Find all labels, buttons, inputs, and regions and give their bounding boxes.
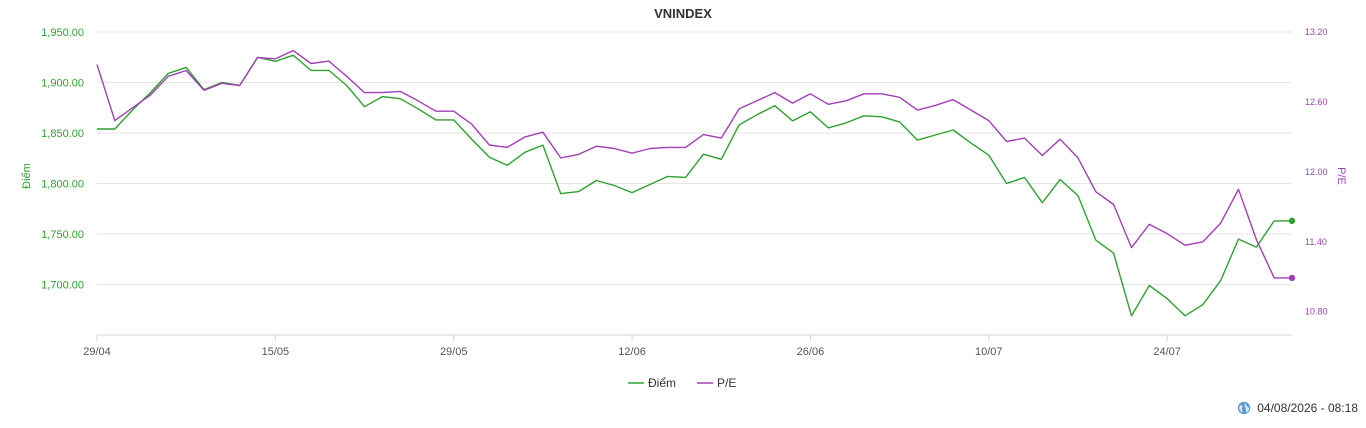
x-tick-label: 29/04 — [83, 346, 111, 358]
x-tick-label: 10/07 — [975, 346, 1003, 358]
series-endpoint-pe[interactable] — [1288, 274, 1296, 282]
y-right-tick-label: 13.20 — [1305, 27, 1328, 37]
series-lines — [96, 49, 1296, 317]
chart-title: VNINDEX — [654, 6, 712, 21]
x-tick-label: 29/05 — [440, 346, 468, 358]
globe-icon — [1238, 401, 1251, 415]
y-right-tick-label: 11.40 — [1305, 237, 1327, 247]
y-right-tick-label: 12.00 — [1305, 167, 1328, 177]
x-tick-label: 12/06 — [618, 346, 646, 358]
series-line-pe[interactable] — [96, 49, 1292, 279]
y-left-tick-label: 1,950.00 — [41, 27, 84, 39]
legend-item-pe[interactable]: P/E — [697, 376, 736, 390]
axes: 1,950.00 1,900.00 1,850.00 1,800.00 1,750.00… — [41, 27, 1327, 358]
legend-label: P/E — [717, 376, 736, 390]
x-tick-label: 26/06 — [797, 346, 825, 358]
y-left-axis-title: Điểm — [21, 163, 33, 189]
gridlines — [97, 31, 1292, 285]
series-endpoint-diem[interactable] — [1288, 217, 1296, 225]
y-left-tick-label: 1,800.00 — [41, 179, 84, 191]
x-tick-label: 24/07 — [1153, 346, 1181, 358]
y-right-axis-title: P/E — [1335, 167, 1347, 185]
series-line-diem[interactable] — [97, 54, 1292, 317]
legend[interactable]: Điểm P/E — [628, 376, 736, 390]
y-left-tick-label: 1,750.00 — [41, 229, 84, 241]
legend-item-diem[interactable]: Điểm — [628, 376, 676, 390]
legend-label: Điểm — [648, 376, 676, 390]
y-left-tick-label: 1,850.00 — [41, 128, 84, 140]
x-tick-label: 15/05 — [262, 346, 290, 358]
y-left-tick-label: 1,700.00 — [41, 280, 84, 292]
y-right-tick-label: 12.60 — [1305, 97, 1328, 107]
y-right-tick-label: 10.80 — [1305, 307, 1328, 317]
footer-timestamp: 04/08/2026 - 08:18 — [1237, 400, 1358, 416]
timestamp-text: 04/08/2026 - 08:18 — [1257, 401, 1358, 415]
y-left-tick-label: 1,900.00 — [41, 78, 84, 90]
